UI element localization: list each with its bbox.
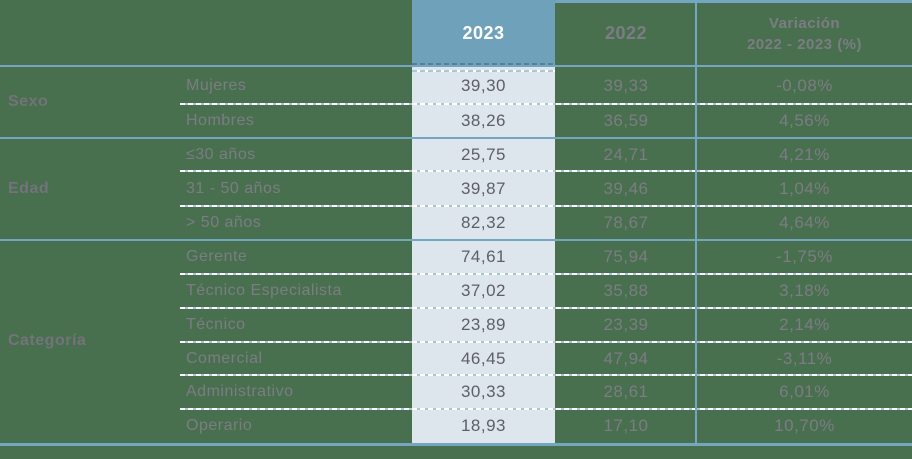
cell-2023-value: 82,32 <box>460 213 507 232</box>
table-body: Mujeres 39,30 39,33 -0,08% Hombres 38,26… <box>0 67 912 443</box>
header-cell-2022: 2022 <box>557 0 695 67</box>
cell-sublabel: Operario <box>186 417 253 434</box>
header-variacion-line2: 2022 - 2023 (%) <box>746 35 863 53</box>
header-cell-2023: 2023 <box>412 0 555 67</box>
header-dashed-detail-bottom <box>412 70 555 72</box>
table-row: > 50 años 82,32 78,67 4,64% <box>0 205 912 240</box>
cell-2022-value: 78,67 <box>603 213 649 232</box>
cell-2023-value: 74,61 <box>460 247 507 266</box>
divider-2022-variacion <box>695 0 697 446</box>
group-label-edad: Edad <box>8 180 50 197</box>
cell-2022-value: 75,94 <box>603 247 649 266</box>
header-cell-variacion: Variación 2022 - 2023 (%) <box>697 0 912 67</box>
table-row: Hombres 38,26 36,59 4,56% <box>0 103 912 138</box>
cell-2023-value: 38,26 <box>460 111 507 130</box>
cell-variacion-value: 6,01% <box>779 382 830 401</box>
header-dashed-detail-top <box>412 63 555 65</box>
cell-variacion-value: 3,18% <box>779 281 830 300</box>
cell-2023-value: 37,02 <box>460 281 507 300</box>
cell-2023-value: 46,45 <box>460 348 507 368</box>
header-top-border <box>412 0 912 3</box>
cell-2023-value: 30,33 <box>460 382 507 401</box>
cell-2022-value: 28,61 <box>603 382 649 401</box>
table-row: Operario 18,93 17,10 10,70% <box>0 408 912 443</box>
table-row: 31 - 50 años 39,87 39,46 1,04% <box>0 170 912 206</box>
table-bottom-line <box>0 443 912 446</box>
col-2023-highlight-background <box>412 67 555 443</box>
cell-sublabel: > 50 años <box>186 214 262 231</box>
cell-2022-value: 39,33 <box>603 75 649 95</box>
cell-2023-value: 18,93 <box>460 416 507 435</box>
cell-variacion-value: -3,11% <box>776 348 833 368</box>
cell-2023-value: 25,75 <box>460 144 507 164</box>
cell-2022-value: 24,71 <box>603 144 649 164</box>
cell-sublabel: Mujeres <box>186 76 247 94</box>
cell-2023-value: 39,30 <box>460 75 507 95</box>
cell-sublabel: Administrativo <box>186 383 294 400</box>
cell-variacion-value: 4,21% <box>779 144 830 164</box>
header-separator-line <box>0 65 912 67</box>
table-row: Técnico Especialista 37,02 35,88 3,18% <box>0 273 912 308</box>
cell-variacion-value: 10,70% <box>774 416 835 435</box>
cell-sublabel: 31 - 50 años <box>186 179 281 197</box>
cell-sublabel: Gerente <box>186 248 248 265</box>
cell-sublabel: Técnico Especialista <box>186 282 342 299</box>
cell-variacion-value: 4,56% <box>779 111 830 130</box>
cell-2022-value: 36,59 <box>603 111 649 130</box>
header-2023-label: 2023 <box>462 23 505 43</box>
cell-2023-value: 23,89 <box>460 315 507 334</box>
group-label-categoria: Categoría <box>8 332 87 349</box>
cell-sublabel: Hombres <box>186 112 255 129</box>
table-row: Comercial 46,45 47,94 -3,11% <box>0 341 912 375</box>
cell-variacion-value: 4,64% <box>779 213 830 232</box>
cell-2023-value: 39,87 <box>460 178 507 198</box>
table-row: Técnico 23,89 23,39 2,14% <box>0 307 912 342</box>
group-label-sexo: Sexo <box>8 93 49 110</box>
table-row: Administrativo 30,33 28,61 6,01% <box>0 374 912 409</box>
header-2022-label: 2022 <box>604 23 648 43</box>
cell-2022-value: 39,46 <box>603 178 649 198</box>
cell-sublabel: Técnico <box>186 316 246 333</box>
cell-sublabel: ≤30 años <box>186 145 256 163</box>
table-row: ≤30 años 25,75 24,71 4,21% <box>0 138 912 171</box>
cell-2022-value: 17,10 <box>603 416 649 435</box>
header-variacion-line1: Variación <box>768 14 841 32</box>
group-separator-sexo-edad <box>0 137 912 139</box>
cell-variacion-value: 2,14% <box>779 315 830 334</box>
group-separator-edad-categoria <box>0 239 912 241</box>
table-row: Gerente 74,61 75,94 -1,75% <box>0 240 912 274</box>
cell-sublabel: Comercial <box>186 349 263 367</box>
cell-variacion-value: -0,08% <box>776 75 833 95</box>
cell-2022-value: 47,94 <box>603 348 649 368</box>
cell-variacion-value: 1,04% <box>779 178 830 198</box>
cell-2022-value: 23,39 <box>603 315 649 334</box>
cell-2022-value: 35,88 <box>603 281 649 300</box>
cell-variacion-value: -1,75% <box>776 247 833 266</box>
table-row: Mujeres 39,30 39,33 -0,08% <box>0 67 912 104</box>
